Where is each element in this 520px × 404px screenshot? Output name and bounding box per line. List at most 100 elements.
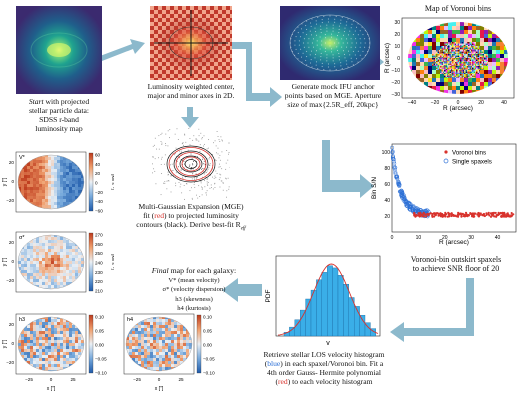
snr-xtick: 0 xyxy=(391,235,394,241)
voronoi-cell xyxy=(436,42,440,46)
mge-point xyxy=(192,139,194,141)
anchor-point xyxy=(327,18,329,20)
voronoi-cell xyxy=(476,86,480,90)
map-xtick: −25 xyxy=(25,377,33,382)
voronoi-cell xyxy=(464,59,466,62)
voronoi-cell xyxy=(456,90,460,94)
voronoi-bin-point xyxy=(444,211,447,214)
mge-point xyxy=(173,174,174,176)
anchor-point xyxy=(326,24,328,26)
voronoi-cell xyxy=(485,55,488,58)
voronoi-cell xyxy=(461,51,464,54)
mge-point xyxy=(189,144,191,146)
single-spaxel-point xyxy=(408,204,413,209)
mge-point xyxy=(201,188,203,190)
mge-point xyxy=(219,186,221,188)
mge-point xyxy=(177,166,179,168)
voronoi-cell xyxy=(484,34,488,38)
mge-point xyxy=(225,196,227,198)
voronoi-cell xyxy=(461,43,464,46)
voronoi-cell xyxy=(453,42,456,44)
voronoi-cell xyxy=(473,58,476,60)
anchor-point xyxy=(298,44,300,46)
anchor-point xyxy=(321,40,323,42)
anchor-point xyxy=(340,65,342,67)
voronoi-cell xyxy=(445,75,448,78)
anchor-point xyxy=(314,27,316,29)
voronoi-xlabel: R (arcsec) xyxy=(443,105,473,112)
voronoi-cell xyxy=(472,74,474,76)
single-spaxel-point xyxy=(392,164,397,169)
voronoi-bin-point xyxy=(421,214,424,217)
voronoi-cell xyxy=(480,30,484,34)
voronoi-cell xyxy=(468,78,472,82)
voronoi-cell xyxy=(473,46,476,48)
voronoi-cell xyxy=(416,70,420,74)
mge-point xyxy=(222,140,223,142)
voronoi-cell xyxy=(472,75,474,78)
colorbar-tick: 40 xyxy=(95,162,101,167)
voronoi-cell xyxy=(456,22,460,26)
mge-point xyxy=(201,168,203,170)
voronoi-cell xyxy=(424,50,428,54)
voronoi-cell xyxy=(445,51,448,54)
anchor-point xyxy=(327,66,329,68)
voronoi-map-title: Map of Voronoi bins xyxy=(424,4,492,13)
voronoi-cell xyxy=(464,30,468,34)
anchor-point xyxy=(334,21,336,23)
mge-point xyxy=(179,186,181,188)
voronoi-cell xyxy=(464,46,466,48)
mge-point xyxy=(188,165,190,167)
voronoi-cell xyxy=(492,58,496,62)
voronoi-cell xyxy=(440,82,444,86)
voronoi-cell xyxy=(452,38,456,42)
single-spaxel-point xyxy=(405,200,410,205)
voronoi-cell xyxy=(440,90,444,94)
voronoi-cell xyxy=(420,34,424,38)
anchor-point xyxy=(347,18,349,20)
voronoi-cell xyxy=(437,55,440,58)
voronoi-cell xyxy=(496,50,500,54)
voronoi-cell xyxy=(445,46,448,48)
single-spaxel-point xyxy=(395,174,400,179)
voronoi-cell xyxy=(488,54,492,58)
voronoi-cell xyxy=(476,50,478,52)
start-word: Start xyxy=(28,97,44,106)
voronoi-cell xyxy=(420,54,424,58)
voronoi-cell xyxy=(476,26,480,30)
mge-point xyxy=(221,139,223,141)
voronoi-cell xyxy=(436,86,440,90)
voronoi-bin-point xyxy=(477,211,480,215)
mge-point xyxy=(191,197,193,199)
sdss-caption-line4: luminosity map xyxy=(35,124,83,133)
voronoi-cell xyxy=(440,62,442,64)
voronoi-cell xyxy=(456,62,458,64)
voronoi-cell xyxy=(465,47,468,50)
map-xtick: 0 xyxy=(158,377,161,382)
mge-point xyxy=(164,163,166,165)
mge-point xyxy=(208,164,210,166)
voronoi-cell xyxy=(469,71,472,74)
mge-point xyxy=(199,196,201,197)
voronoi-cell xyxy=(437,59,440,62)
anchor-point xyxy=(359,30,361,32)
mge-point xyxy=(228,152,230,154)
mge-point xyxy=(228,142,230,144)
colorbar-tick: 0.10 xyxy=(95,315,104,320)
voronoi-cell xyxy=(444,74,446,76)
voronoi-cell xyxy=(476,54,478,56)
anchor-point xyxy=(326,57,328,59)
anchor-point xyxy=(361,58,363,60)
voronoi-cell xyxy=(453,43,456,46)
mge-point xyxy=(196,176,197,178)
voronoi-cell xyxy=(444,50,446,52)
voronoi-cell xyxy=(476,78,480,82)
voronoi-cell xyxy=(452,70,454,72)
voronoi-cell xyxy=(448,54,450,56)
voronoi-cell xyxy=(453,70,456,72)
voronoi-cell xyxy=(453,71,456,74)
voronoi-cell xyxy=(484,66,488,70)
mge-point xyxy=(214,183,216,185)
voronoi-cell xyxy=(488,58,492,62)
anchor-point xyxy=(320,32,322,34)
